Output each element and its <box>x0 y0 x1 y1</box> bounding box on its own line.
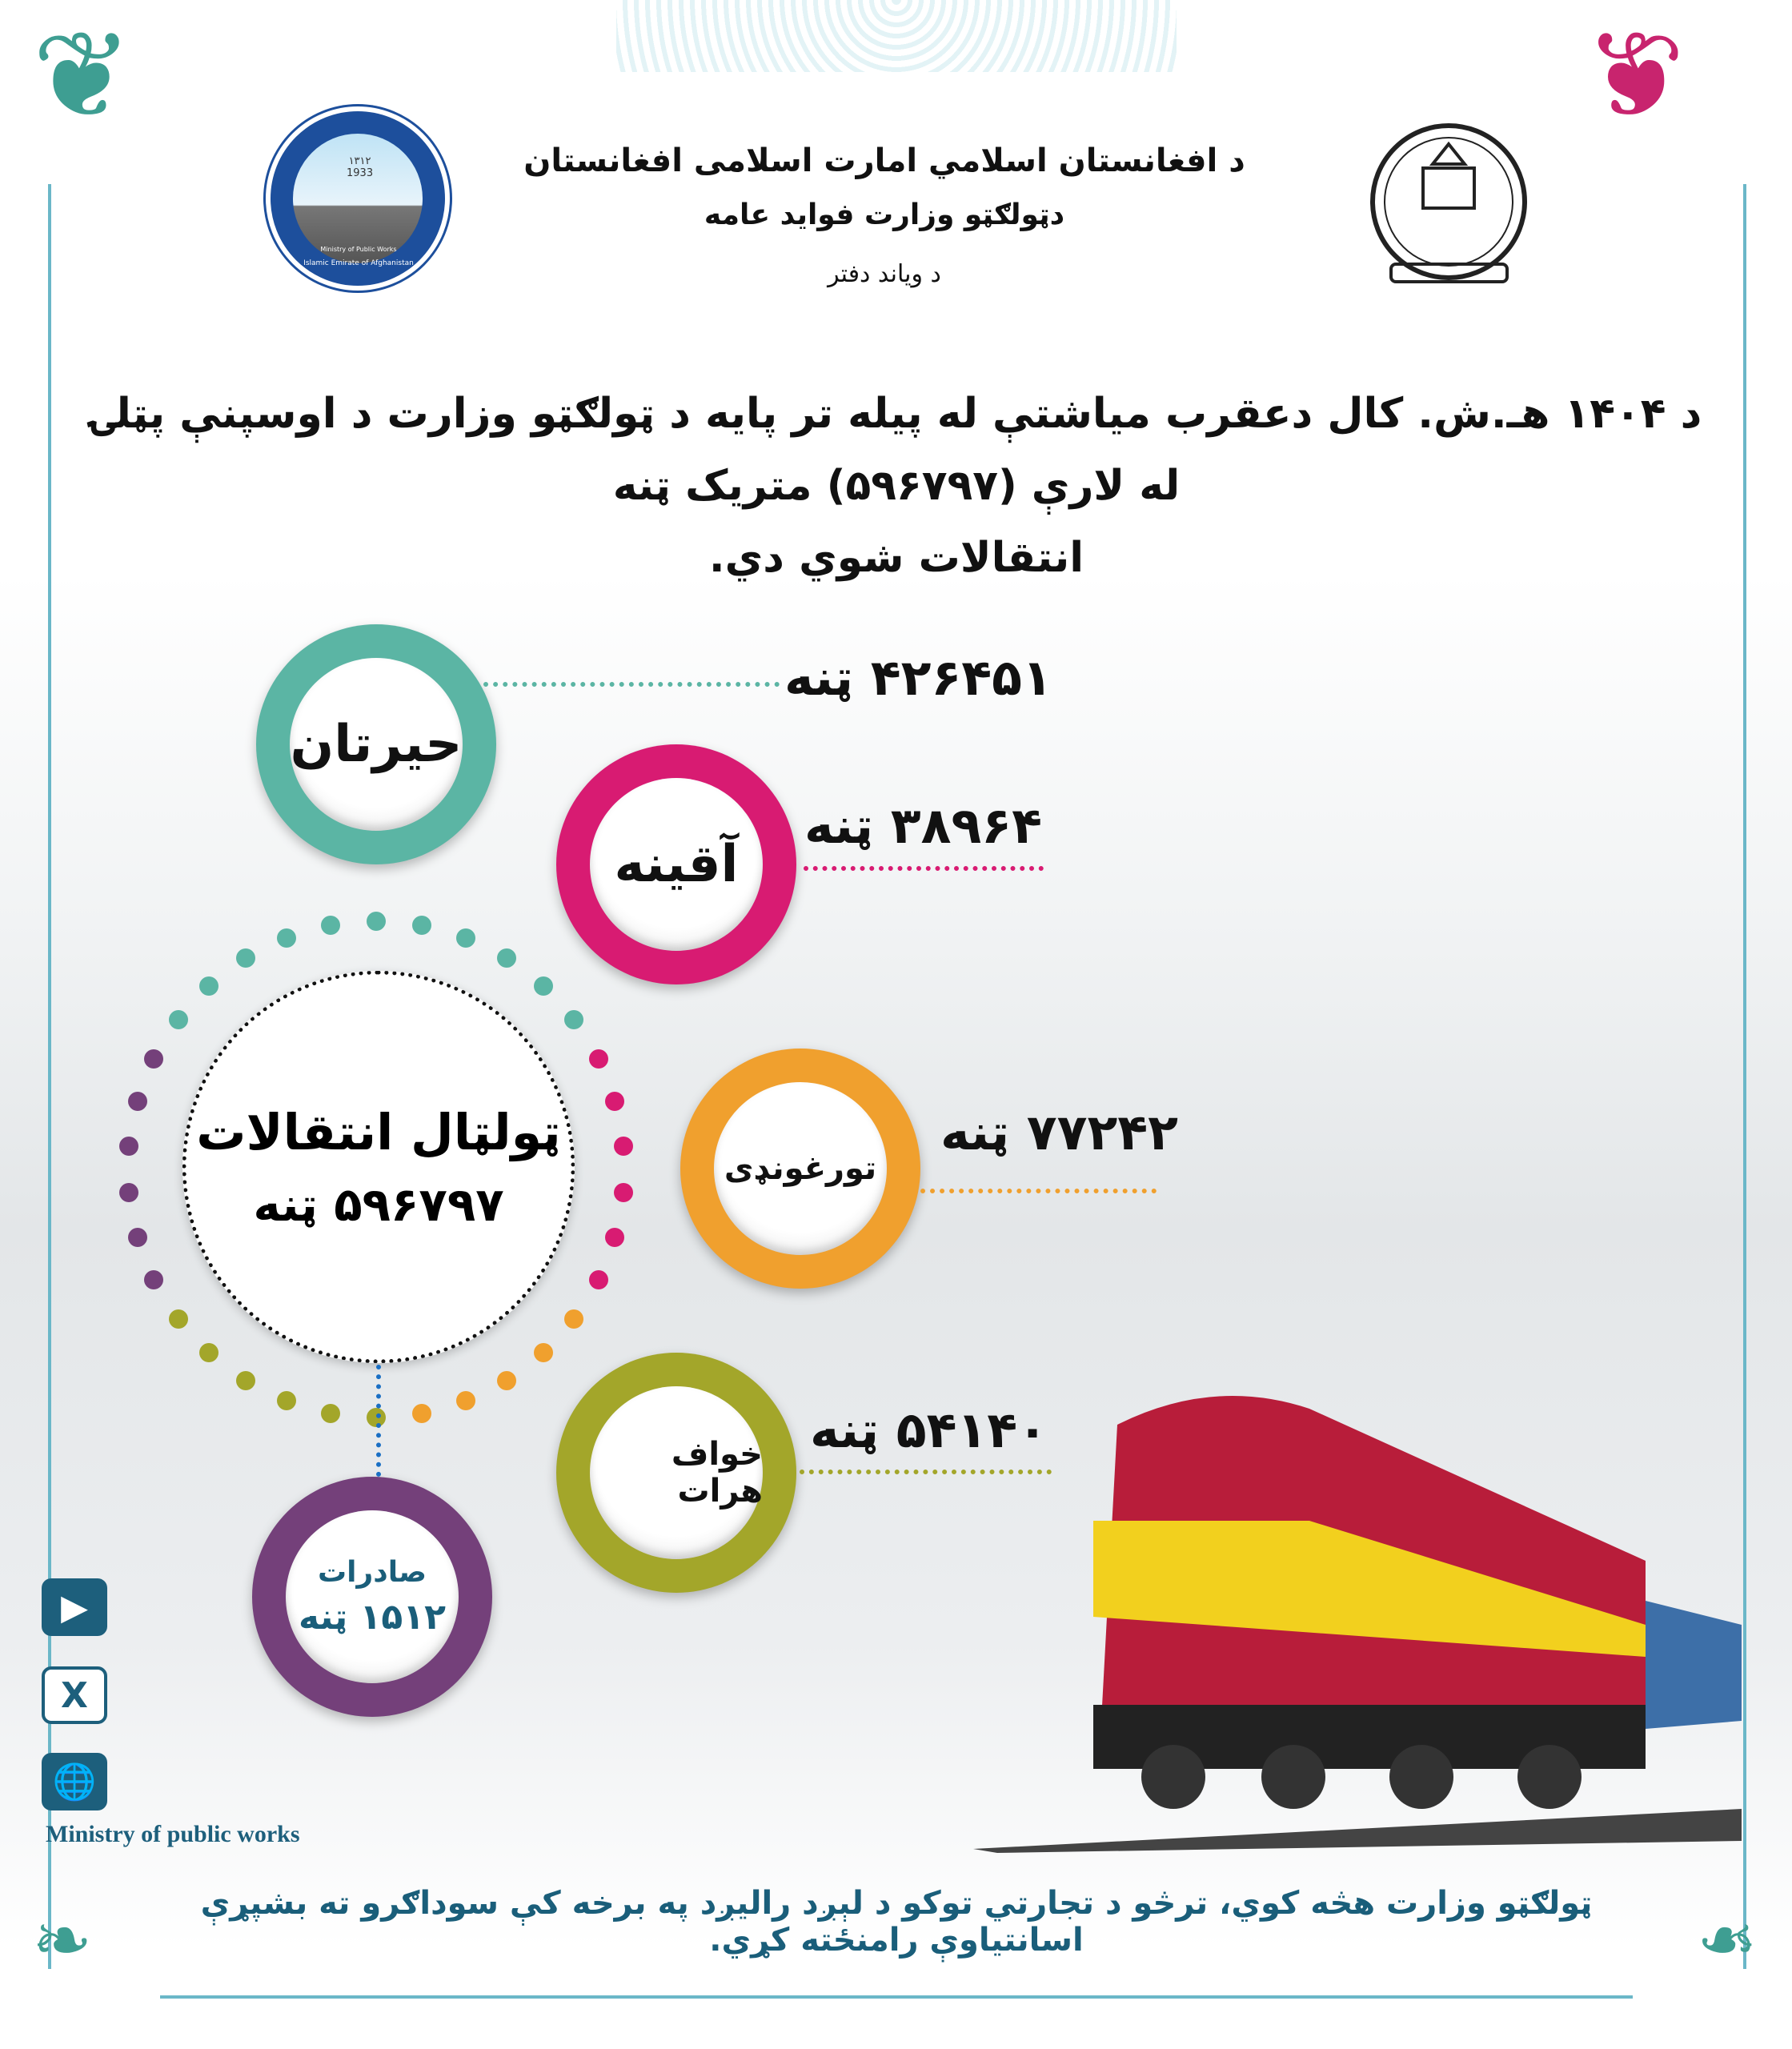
port-name: خواف هرات <box>590 1386 763 1559</box>
ring-dot <box>199 1343 219 1363</box>
total-label: ټولټال انتقالات <box>196 1102 561 1161</box>
port-name: تورغونډی <box>714 1082 887 1255</box>
ring-dot <box>588 1049 608 1069</box>
ring-dot <box>168 1309 188 1329</box>
header-line-2: دټولګټو وزارت فواید عامه <box>704 198 1065 231</box>
ring-dot <box>564 1010 584 1030</box>
main-statement: د ۱۴۰۴ هـ.ش. کال دعقرب میاشتې له پیله تر… <box>88 378 1705 594</box>
youtube-icon[interactable]: ▶ <box>42 1578 107 1636</box>
ornament-bottom-left-icon: ❧ <box>32 1899 93 1983</box>
port-aqina-circle: آقینه <box>556 744 796 984</box>
ring-dot <box>533 1343 553 1363</box>
ring-dot <box>321 916 341 936</box>
ring-dot <box>235 1370 255 1390</box>
ring-dot <box>119 1182 139 1202</box>
frame-right-line <box>1743 184 1746 1969</box>
ring-dot <box>127 1092 147 1112</box>
globe-icon[interactable]: 🌐 <box>42 1753 107 1810</box>
ring-dot <box>144 1049 164 1069</box>
connector-hairatan <box>483 682 780 687</box>
ring-dot <box>411 1403 431 1423</box>
port-khwaf-herat-circle: خواف هرات <box>556 1353 796 1593</box>
value-aqina: ۳۸۹۶۴ ټنه <box>804 796 1042 855</box>
ring-dot <box>168 1010 188 1030</box>
header-line-1: د افغانستان اسلامي امارت اسلامی افغانستا… <box>523 142 1245 179</box>
value-khwaf-herat: ۵۴۱۴۰ ټنه <box>810 1401 1048 1459</box>
ministry-label: Ministry of public works <box>46 1821 300 1847</box>
connector-exports <box>376 1365 381 1477</box>
train-illustration <box>973 1396 1742 1853</box>
connector-aqina <box>804 866 1044 871</box>
logo-ministry-text: Ministry of Public Works <box>320 246 397 253</box>
ring-dot <box>497 948 517 968</box>
footer-text: ټولګټو وزارت هڅه کوي، ترڅو د تجارتي توکو… <box>200 1885 1593 1959</box>
port-torghundi-circle: تورغونډی <box>680 1049 920 1289</box>
exports-value: ۱۵۱۲ ټنه <box>299 1597 446 1638</box>
ornament-top-left-icon: ❦ <box>32 6 133 146</box>
ring-dot <box>235 948 255 968</box>
main-line-2: انتقالات شوي دي. <box>708 534 1084 582</box>
ring-dot <box>119 1137 139 1157</box>
ornament-top-pattern <box>616 0 1177 72</box>
total-value: ۵۹۶۷۹۷ ټنه <box>253 1177 504 1232</box>
ring-dot <box>497 1370 517 1390</box>
frame-bottom-line <box>160 1995 1633 1999</box>
value-hairatan: ۴۲۶۴۵۱ ټنه <box>784 648 1052 707</box>
port-name: آقینه <box>590 778 763 951</box>
exports-label: صادرات <box>317 1556 427 1589</box>
ring-dot <box>321 1403 341 1423</box>
emirate-emblem-icon <box>1370 123 1527 283</box>
connector-khwaf-herat <box>800 1470 1052 1474</box>
total-transfers-circle: ټولټال انتقالات ۵۹۶۷۹۷ ټنه <box>182 971 575 1363</box>
ring-dot <box>367 912 386 931</box>
ring-dot <box>455 928 475 948</box>
ring-dot <box>277 928 296 948</box>
ring-dot <box>564 1309 584 1329</box>
ministry-logo: ۱۳۱۲ 1933 Islamic Emirate of Afghanistan … <box>266 106 450 291</box>
logo-year: ۱۳۱۲ 1933 <box>347 155 374 179</box>
ring-dot <box>127 1227 147 1247</box>
ring-dot <box>613 1137 633 1157</box>
ring-dot <box>533 976 553 996</box>
ring-dot <box>613 1182 633 1202</box>
x-icon[interactable]: X <box>42 1666 107 1724</box>
logo-bridge-image <box>293 134 423 263</box>
main-line-1: د ۱۴۰۴ هـ.ش. کال دعقرب میاشتې له پیله تر… <box>90 390 1702 510</box>
value-torghundi: ۷۷۲۴۲ ټنه <box>940 1103 1178 1161</box>
ring-dot <box>199 976 219 996</box>
ring-dot <box>588 1270 608 1290</box>
frame-left-line <box>48 184 51 1969</box>
logo-emirate-text: Islamic Emirate of Afghanistan <box>303 259 414 267</box>
ring-dot <box>455 1391 475 1411</box>
connector-torghundi <box>920 1189 1157 1193</box>
ornament-bottom-right-icon: ❧ <box>1697 1899 1758 1983</box>
ring-dot <box>411 916 431 936</box>
ring-dot <box>144 1270 164 1290</box>
ring-dot <box>605 1092 625 1112</box>
port-name: حیرتان <box>290 658 463 831</box>
ornament-top-right-icon: ❦ <box>1585 6 1686 146</box>
header-line-3: د ویاند دفتر <box>828 260 941 288</box>
exports-circle: صادرات ۱۵۱۲ ټنه <box>252 1477 492 1717</box>
ring-dot <box>605 1227 625 1247</box>
ring-dot <box>277 1391 296 1411</box>
port-hairatan-circle: حیرتان <box>256 624 496 864</box>
